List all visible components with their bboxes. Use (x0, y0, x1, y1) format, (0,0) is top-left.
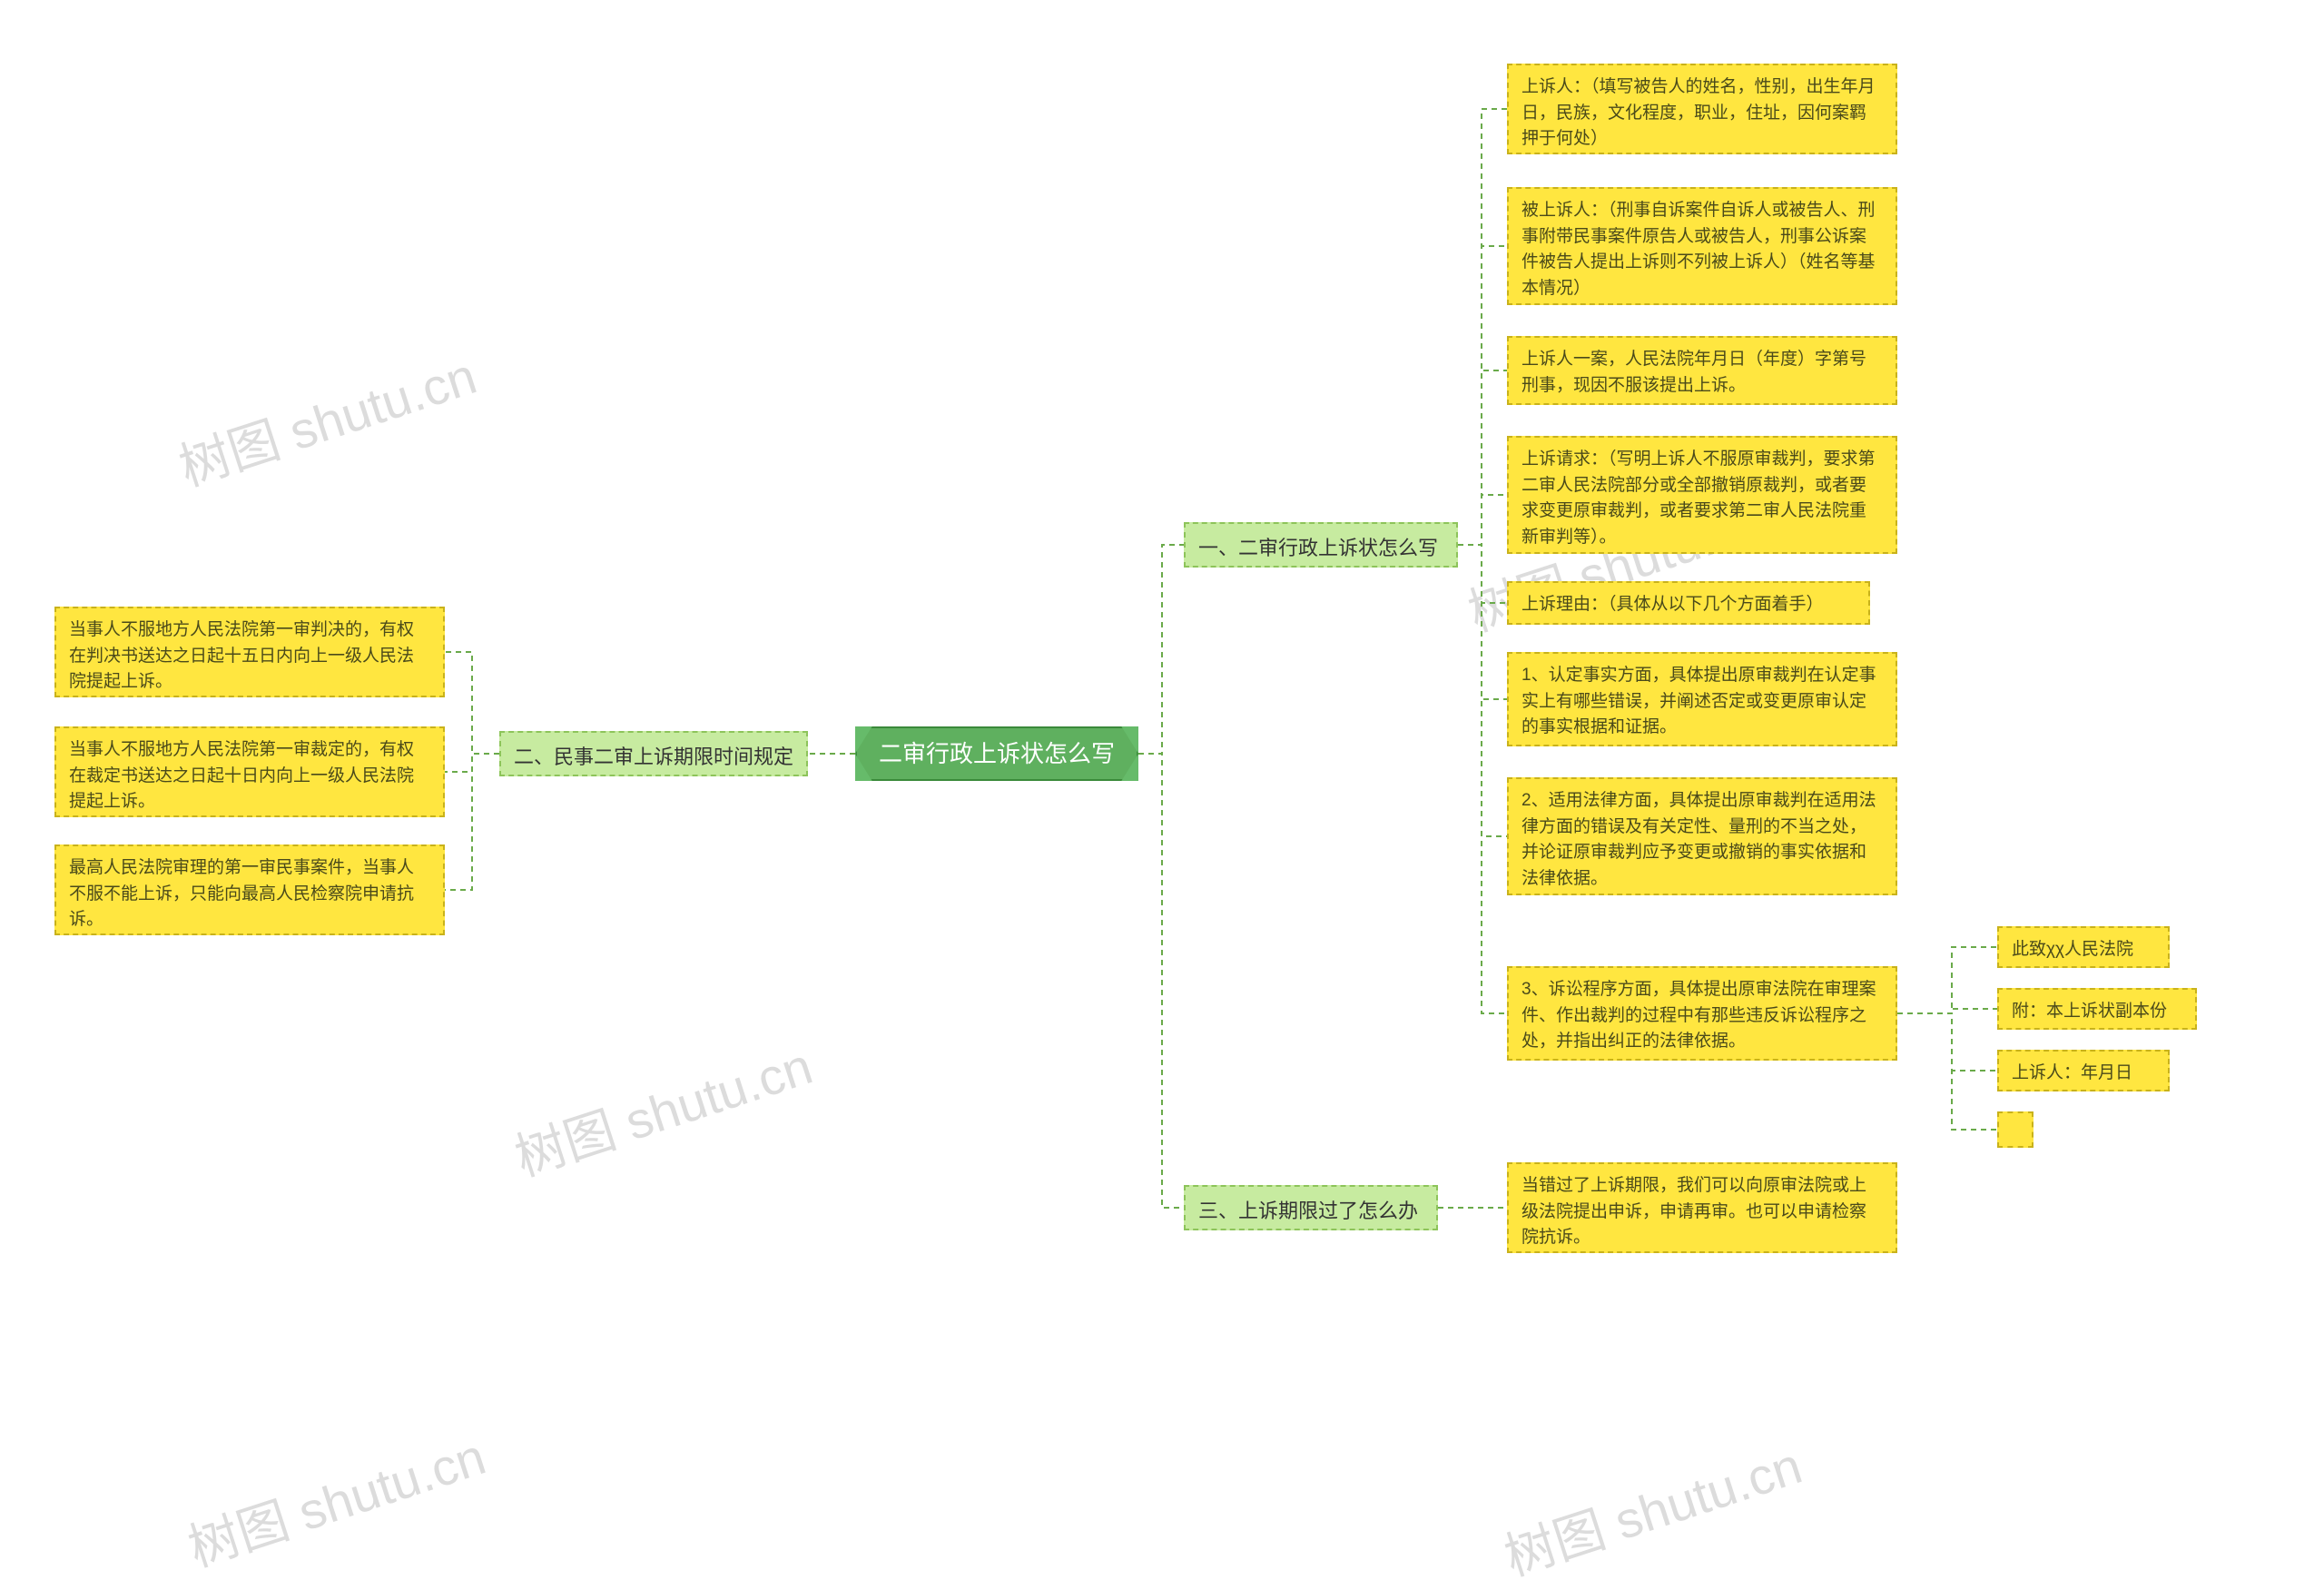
leaf-node: 上诉人一案，人民法院年月日（年度）字第号刑事，现因不服该提出上诉。 (1507, 336, 1897, 405)
root-label: 二审行政上诉状怎么写 (879, 736, 1115, 772)
leaf-text: 被上诉人：（刑事自诉案件自诉人或被告人、刑事附带民事案件原告人或被告人，刑事公诉… (1521, 201, 1876, 298)
leaf-sub-node: 附：本上诉状副本份 (1997, 988, 2197, 1030)
watermark: 树图 shutu.cn (178, 1417, 494, 1582)
leaf-node: 当事人不服地方人民法院第一审判决的，有权在判决书送达之日起十五日内向上一级人民法… (54, 607, 445, 697)
branch-node-3: 三、上诉期限过了怎么办 (1184, 1185, 1438, 1230)
leaf-text: 上诉理由：（具体从以下几个方面着手） (1521, 595, 1824, 614)
leaf-text: 上诉人一案，人民法院年月日（年度）字第号刑事，现因不服该提出上诉。 (1521, 350, 1866, 395)
leaf-node: 上诉理由：（具体从以下几个方面着手） (1507, 581, 1870, 625)
leaf-text: 1、认定事实方面，具体提出原审裁判在认定事实上有哪些错误，并阐述否定或变更原审认… (1521, 666, 1876, 736)
leaf-sub-node: 此致χχ人民法院 (1997, 926, 2170, 968)
leaf-node: 3、诉讼程序方面，具体提出原审法院在审理案件、作出裁判的过程中有那些违反诉讼程序… (1507, 966, 1897, 1061)
watermark: 树图 shutu.cn (505, 1026, 821, 1191)
branch-node-2: 二、民事二审上诉期限时间规定 (499, 731, 808, 776)
leaf-node: 最高人民法院审理的第一审民事案件，当事人不服不能上诉，只能向最高人民检察院申请抗… (54, 844, 445, 935)
branch-node-1: 一、二审行政上诉状怎么写 (1184, 522, 1458, 568)
leaf-text: 附：本上诉状副本份 (2012, 1002, 2167, 1021)
leaf-text: 上诉人：（填写被告人的姓名，性别，出生年月日，民族，文化程度，职业，住址，因何案… (1521, 77, 1876, 148)
leaf-node: 上诉请求：（写明上诉人不服原审裁判，要求第二审人民法院部分或全部撤销原裁判，或者… (1507, 436, 1897, 554)
leaf-node: 当错过了上诉期限，我们可以向原审法院或上级法院提出申诉，申请再审。也可以申请检察… (1507, 1162, 1897, 1253)
leaf-node: 上诉人：（填写被告人的姓名，性别，出生年月日，民族，文化程度，职业，住址，因何案… (1507, 64, 1897, 154)
leaf-text: 上诉人：年月日 (2012, 1063, 2132, 1082)
leaf-text: 上诉请求：（写明上诉人不服原审裁判，要求第二审人民法院部分或全部撤销原裁判，或者… (1521, 449, 1876, 547)
watermark: 树图 shutu.cn (169, 336, 485, 501)
leaf-node: 当事人不服地方人民法院第一审裁定的，有权在裁定书送达之日起十日内向上一级人民法院… (54, 726, 445, 817)
leaf-text: 当事人不服地方人民法院第一审判决的，有权在判决书送达之日起十五日内向上一级人民法… (69, 620, 414, 691)
leaf-text: 最高人民法院审理的第一审民事案件，当事人不服不能上诉，只能向最高人民检察院申请抗… (69, 858, 414, 929)
leaf-text: 3、诉讼程序方面，具体提出原审法院在审理案件、作出裁判的过程中有那些违反诉讼程序… (1521, 980, 1876, 1051)
branch-label: 二、民事二审上诉期限时间规定 (514, 746, 793, 768)
leaf-sub-node: 上诉人：年月日 (1997, 1050, 2170, 1091)
leaf-text: 当事人不服地方人民法院第一审裁定的，有权在裁定书送达之日起十日内向上一级人民法院… (69, 740, 414, 811)
leaf-node: 被上诉人：（刑事自诉案件自诉人或被告人、刑事附带民事案件原告人或被告人，刑事公诉… (1507, 187, 1897, 305)
watermark: 树图 shutu.cn (1494, 1426, 1810, 1590)
branch-label: 一、二审行政上诉状怎么写 (1198, 537, 1438, 559)
leaf-node: 2、适用法律方面，具体提出原审裁判在适用法律方面的错误及有关定性、量刑的不当之处… (1507, 777, 1897, 895)
leaf-sub-node (1997, 1111, 2034, 1148)
leaf-text: 当错过了上诉期限，我们可以向原审法院或上级法院提出申诉，申请再审。也可以申请检察… (1521, 1176, 1866, 1247)
leaf-text: 2、适用法律方面，具体提出原审裁判在适用法律方面的错误及有关定性、量刑的不当之处… (1521, 791, 1876, 888)
leaf-node: 1、认定事实方面，具体提出原审裁判在认定事实上有哪些错误，并阐述否定或变更原审认… (1507, 652, 1897, 746)
leaf-text: 此致χχ人民法院 (2012, 940, 2133, 959)
branch-label: 三、上诉期限过了怎么办 (1198, 1200, 1418, 1222)
mindmap-root: 二审行政上诉状怎么写 (855, 726, 1138, 781)
